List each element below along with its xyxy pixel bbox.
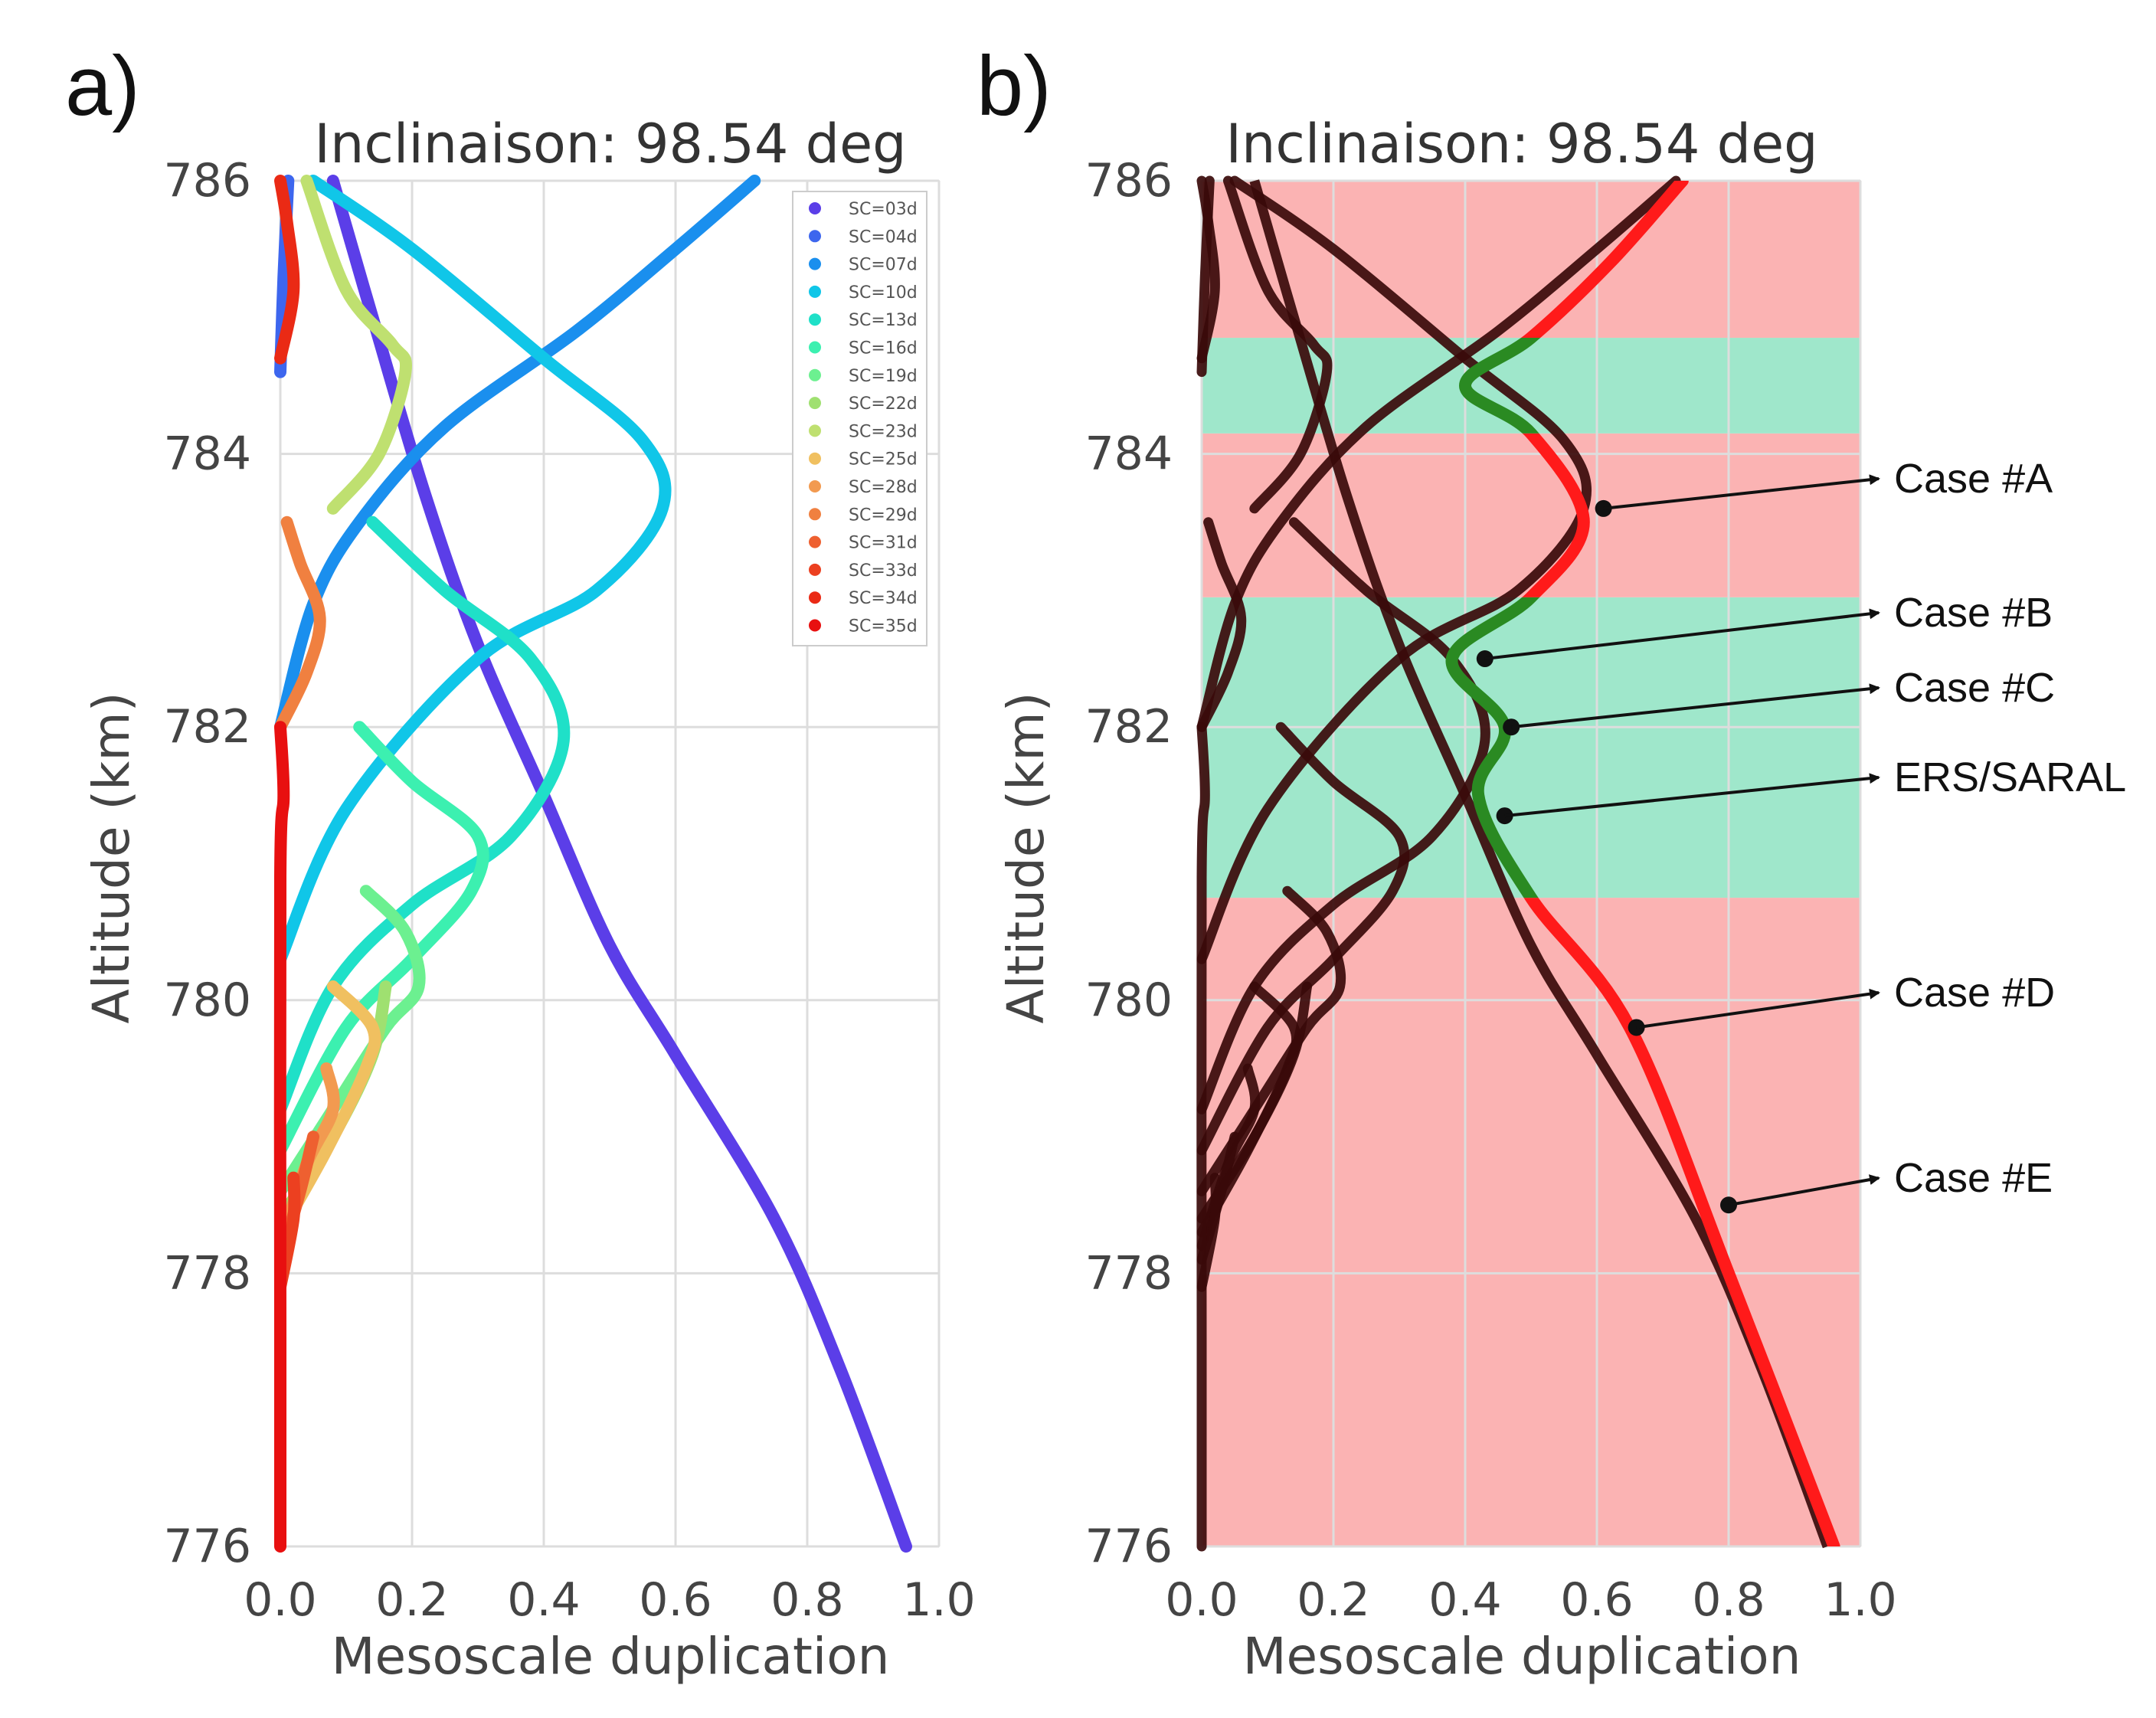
- legend-label: SC=28d: [849, 478, 918, 497]
- chart-b-xlabel: Mesoscale duplication: [1243, 1627, 1801, 1686]
- x-tick-label: 0.4: [507, 1573, 580, 1627]
- annotation-label: Case #A: [1894, 456, 2053, 502]
- legend-marker: [809, 230, 821, 243]
- x-tick-label: 1.0: [902, 1573, 975, 1627]
- series-line-sc29d: [274, 515, 326, 734]
- y-tick-label: 786: [163, 154, 251, 208]
- chart-b-title: Inclinaison: 98.54 deg: [1225, 113, 1817, 175]
- legend-label: SC=03d: [849, 200, 918, 219]
- band-red: [1202, 898, 1860, 1546]
- y-tick-label: 782: [1085, 700, 1173, 754]
- x-tick-label: 0.8: [1692, 1573, 1765, 1627]
- legend-marker: [809, 508, 821, 521]
- series-line-sc16d: [274, 721, 489, 1157]
- dark-curve: [1196, 517, 1247, 732]
- dark-curve: [1222, 175, 1333, 514]
- legend-marker: [809, 424, 821, 437]
- annotation-arrow: [1484, 608, 1880, 661]
- series-line-sc23d: [300, 175, 413, 515]
- legend-marker: [809, 257, 821, 270]
- legend-marker: [809, 368, 821, 381]
- annotation-arrow: [1504, 773, 1880, 818]
- y-tick-label: 776: [1085, 1520, 1173, 1573]
- annotation-label: Case #E: [1894, 1155, 2053, 1201]
- legend-label: SC=16d: [849, 339, 918, 358]
- chart-b-plot: 0.0 0.2 0.4 0.6 0.8 1.0 776 778 780 782 784 786: [1085, 154, 1896, 1627]
- y-tick-label: 776: [163, 1520, 251, 1573]
- band-red: [1202, 181, 1860, 339]
- legend-marker: [809, 563, 821, 576]
- x-tick-label: 0.2: [375, 1573, 448, 1627]
- legend-marker: [809, 480, 821, 492]
- legend-marker: [809, 313, 821, 326]
- dark-curve: [1196, 722, 1410, 1156]
- y-tick-label: 784: [1085, 427, 1173, 481]
- annotation-arrow: [1636, 988, 1880, 1029]
- legend-marker: [809, 619, 821, 632]
- legend-marker: [809, 397, 821, 410]
- x-tick-label: 0.0: [244, 1573, 316, 1627]
- x-tick-label: 0.8: [770, 1573, 843, 1627]
- chart-b-ylabel: Altitude (km): [996, 692, 1055, 1024]
- legend-label: SC=22d: [849, 394, 918, 414]
- legend-label: SC=10d: [849, 283, 918, 303]
- chart-a-title: Inclinaison: 98.54 deg: [314, 113, 906, 175]
- legend-marker: [809, 202, 821, 214]
- legend-marker: [809, 285, 821, 298]
- y-tick-label: 786: [1085, 154, 1173, 208]
- annotation-label: Case #C: [1894, 665, 2055, 711]
- legend-label: SC=23d: [849, 422, 918, 441]
- legend-label: SC=33d: [849, 561, 918, 581]
- legend-label: SC=34d: [849, 589, 918, 608]
- y-tick-label: 780: [163, 974, 251, 1027]
- x-tick-label: 0.4: [1428, 1573, 1501, 1627]
- legend-label: SC=19d: [849, 367, 918, 386]
- annotation-arrow: [1510, 683, 1880, 729]
- chart-a-xlabel: Mesoscale duplication: [332, 1627, 890, 1686]
- chart-a-ylabel: Altitude (km): [82, 692, 141, 1024]
- series-line-sc34d: [274, 175, 300, 365]
- band-red: [1202, 433, 1860, 597]
- dark-curve: [1196, 722, 1210, 1552]
- series-line-sc10d: [274, 175, 672, 966]
- chart-a-plot: 0.0 0.2 0.4 0.6 0.8 1.0 776 778 780 782 784 786: [163, 154, 975, 1627]
- y-tick-label: 780: [1085, 974, 1173, 1027]
- envelope-green-segment: [1445, 338, 1840, 898]
- legend-label: SC=31d: [849, 534, 918, 553]
- annotation-label: ERS/SARAL: [1894, 754, 2126, 800]
- y-tick-label: 778: [163, 1246, 251, 1300]
- series-line-sc35d: [273, 721, 290, 1553]
- legend-marker: [809, 591, 821, 604]
- annotation-arrow: [1728, 1174, 1880, 1207]
- legend-marker: [809, 535, 821, 548]
- y-tick-label: 778: [1085, 1246, 1173, 1300]
- legend-label: SC=29d: [849, 506, 918, 525]
- legend-label: SC=04d: [849, 227, 918, 247]
- legend-label: SC=25d: [849, 450, 918, 470]
- dark-curve: [1196, 175, 1220, 364]
- x-tick-label: 0.2: [1297, 1573, 1369, 1627]
- annotation-label: Case #B: [1894, 590, 2053, 636]
- legend-label: SC=07d: [849, 256, 918, 275]
- y-tick-label: 784: [163, 427, 251, 481]
- legend-label: SC=13d: [849, 311, 918, 330]
- legend-marker: [809, 452, 821, 465]
- panel-label-b: b): [977, 39, 1052, 133]
- panel-label-a: a): [65, 39, 140, 133]
- annotation-label: Case #D: [1894, 970, 2055, 1016]
- chart-b-annotations: Case #A Case #B Case #C ERS/SARAL Case #D Cas…: [1476, 456, 2126, 1214]
- x-tick-label: 0.6: [639, 1573, 712, 1627]
- x-tick-label: 0.0: [1165, 1573, 1238, 1627]
- y-tick-label: 782: [163, 700, 251, 754]
- legend-label: SC=35d: [849, 617, 918, 636]
- x-tick-label: 0.6: [1560, 1573, 1633, 1627]
- annotation-arrow: [1603, 474, 1880, 510]
- legend-marker: [809, 341, 821, 354]
- x-tick-label: 1.0: [1824, 1573, 1896, 1627]
- chart-a-legend: SC=03d SC=04d SC=07d SC=10d SC=13d SC=16d SC=1…: [792, 191, 928, 646]
